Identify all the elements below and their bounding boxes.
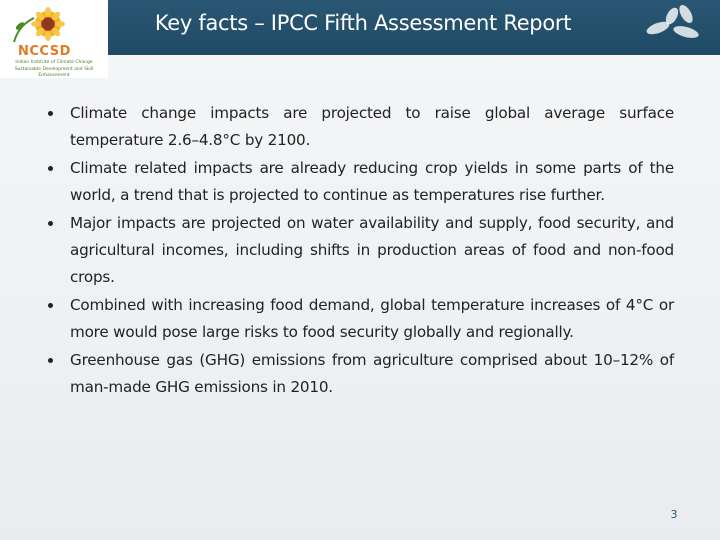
list-item: Climate change impacts are projected to … [46,100,674,155]
list-item: Combined with increasing food demand, gl… [46,292,674,347]
content-area: Climate change impacts are projected to … [46,100,674,401]
bullet-text: Climate related impacts are already redu… [70,158,674,205]
logo-subtitle-line2: Sustainable Development and Skill Enhanc… [14,67,94,78]
leaf-logo-icon [646,4,699,38]
list-item: Major impacts are projected on water ava… [46,210,674,292]
bullet-text: Combined with increasing food demand, gl… [70,295,674,342]
bullet-icon [48,357,53,363]
logo-area: NCCSD Indian Institute of Climate Change… [0,0,108,78]
bullet-icon [48,111,53,116]
list-item: Greenhouse gas (GHG) emissions from agri… [46,347,674,402]
bullet-icon [48,165,53,171]
bullet-text: Greenhouse gas (GHG) emissions from agri… [70,350,674,397]
logo-text: NCCSD [18,44,71,59]
bullet-list: Climate change impacts are projected to … [46,100,674,401]
bullet-icon [48,302,53,308]
bullet-icon [48,220,53,226]
list-item: Climate related impacts are already redu… [46,155,674,210]
slide-title: Key facts – IPCC Fifth Assessment Report [154,11,572,35]
bullet-text: Major impacts are projected on water ava… [70,213,674,287]
page-number: 3 [670,508,678,521]
bullet-text: Climate change impacts are projected to … [70,104,674,150]
header-bar: Key facts – IPCC Fifth Assessment Report [0,0,720,55]
sunflower-logo-icon [13,7,65,43]
logo-subtitle-line1: Indian Institute of Climate Change [15,60,93,65]
